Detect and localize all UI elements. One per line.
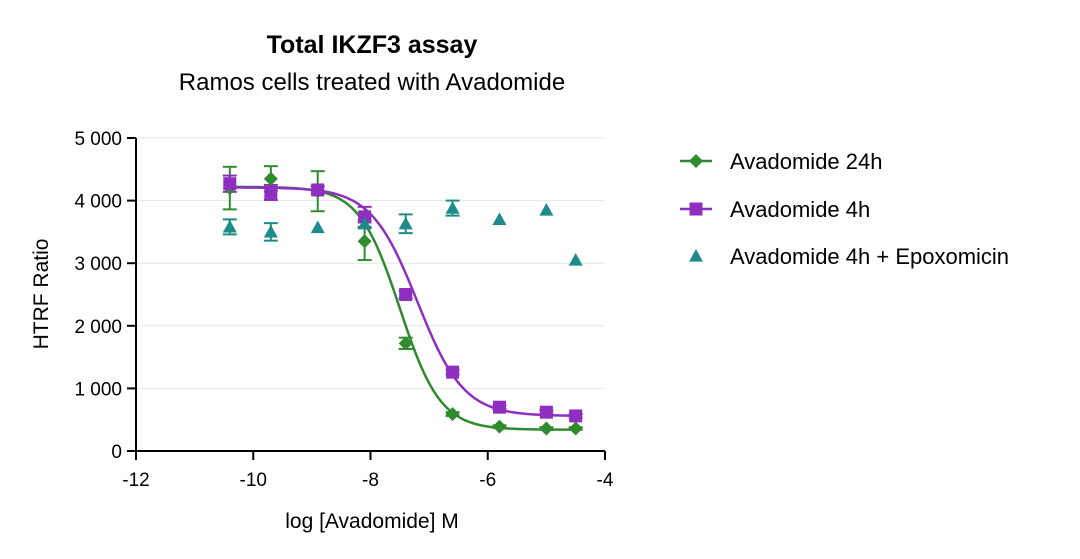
square-marker [446,365,460,379]
x-tick-label: -10 [240,470,267,491]
triangle-marker [445,201,460,214]
diamond-marker [445,407,460,422]
triangle-marker [568,253,583,266]
triangle-marker [222,219,237,233]
diamond-marker [568,421,583,436]
square-marker [492,400,506,414]
diamond-marker [492,419,507,434]
legend-label: Avadomide 24h [730,149,883,174]
legend-square-marker [689,202,703,216]
diamond-marker [357,234,372,249]
y-tick-label: 2 000 [74,317,122,338]
x-tick-label: -6 [479,470,496,491]
square-marker [264,185,278,199]
diamond-marker [539,421,554,436]
y-tick-label: 1 000 [74,379,122,400]
y-axis-title: HTRF Ratio [30,239,53,350]
y-tick-label: 4 000 [74,192,122,213]
legend: Avadomide 24h Avadomide 4h Avadomide 4h + … [680,149,1009,269]
x-tick-label: -12 [122,470,149,491]
legend-triangle-marker [689,249,703,262]
legend-diamond-marker [689,154,703,168]
square-marker [569,409,583,423]
y-tick-label: 3 000 [74,254,122,275]
x-axis-title: log [Avadomide] M [285,510,459,533]
legend-label: Avadomide 4h [730,197,870,222]
square-marker [539,405,553,419]
y-tick-label: 0 [111,442,122,463]
legend-label: Avadomide 4h + Epoxomicin [730,244,1009,269]
square-marker [399,288,413,301]
fit-curves [229,185,576,431]
chart-title: Total IKZF3 assay [267,31,478,59]
square-marker [311,183,325,197]
fit-curve-2 [229,186,576,417]
grid-lines [136,137,605,389]
triangle-marker [310,220,325,234]
triangle-marker [398,216,413,230]
chart-subtitle: Ramos cells treated with Avadomide [179,69,565,96]
axes [135,138,605,452]
diamond-marker [398,336,413,351]
x-tick-label: -4 [597,470,614,491]
triangle-marker [357,216,372,230]
square-marker [223,177,237,191]
y-tick-label: 5 000 [74,129,122,150]
triangle-marker [492,212,507,225]
triangle-marker [263,224,278,238]
triangle-marker [539,202,554,216]
data-points [222,171,583,436]
x-tick-label: -8 [362,470,379,491]
axis-ticks: 0 1 000 2 000 3 000 4 000 5 000 -12 -10 -8 -6 -4 [74,129,613,491]
diamond-marker [263,171,278,186]
